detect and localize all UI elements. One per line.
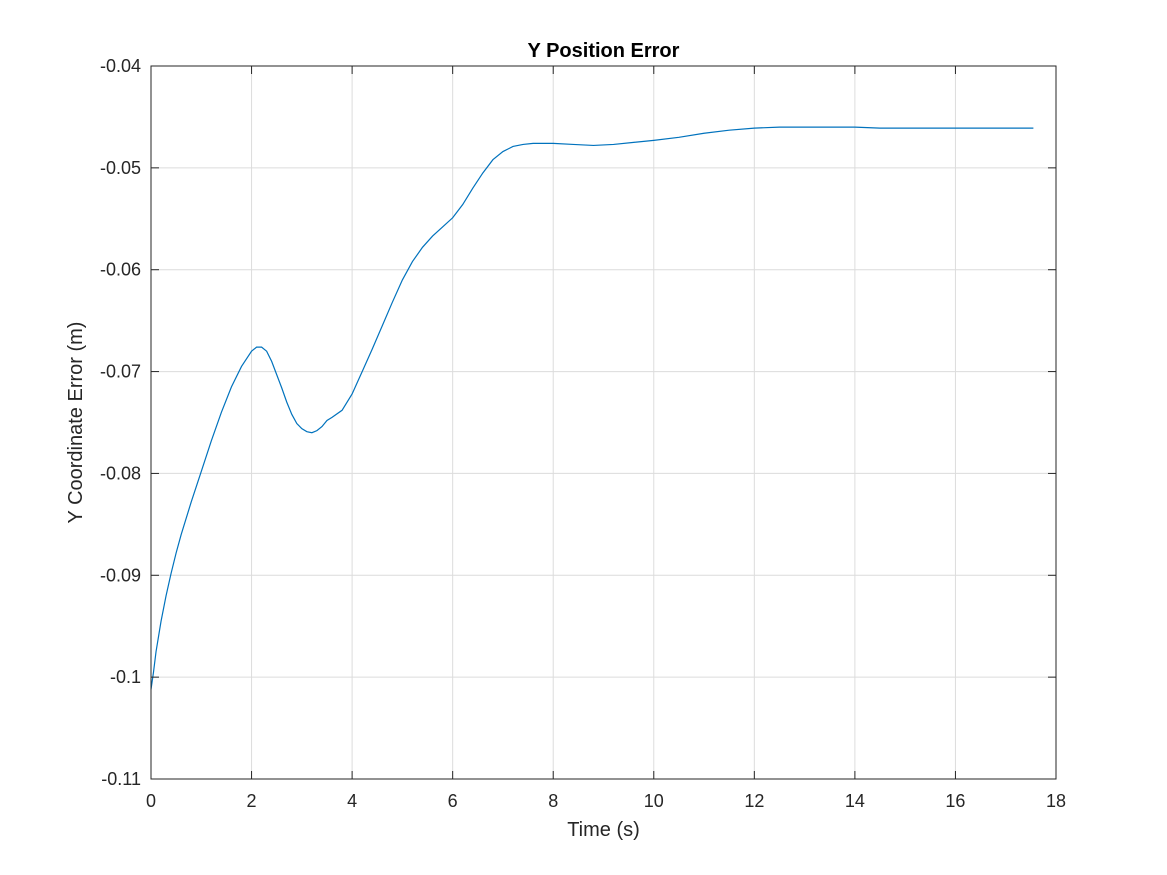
series-line	[150, 126, 1034, 690]
x-tick-label: 10	[644, 791, 664, 811]
tick-labels: 0 2 4 6 8 10 12 14 16 18 -0.11 -0.1 -0.09 -0.08 -0.07 -…	[100, 56, 1066, 811]
y-tick-label: -0.04	[100, 56, 141, 76]
x-tick-label: 4	[347, 791, 357, 811]
y-tick-label: -0.09	[100, 565, 141, 585]
x-tick-label: 2	[247, 791, 257, 811]
y-axis-label: Y Coordinate Error (m)	[65, 322, 87, 524]
x-tick-label: 16	[945, 791, 965, 811]
y-tick-label: -0.07	[100, 362, 141, 382]
y-tick-label: -0.06	[100, 260, 141, 280]
plot-area	[151, 66, 1056, 779]
chart-title: Y Position Error	[528, 40, 680, 62]
x-axis-label: Time (s)	[567, 819, 640, 841]
x-tick-label: 18	[1046, 791, 1066, 811]
ticks	[150, 65, 1057, 780]
y-tick-label: -0.11	[101, 769, 141, 789]
x-tick-label: 0	[146, 791, 156, 811]
y-tick-label: -0.1	[110, 667, 141, 687]
axes-box	[150, 65, 1057, 780]
x-tick-label: 12	[744, 791, 764, 811]
y-tick-label: -0.08	[100, 463, 141, 483]
x-tick-label: 14	[845, 791, 865, 811]
y-tick-label: -0.05	[100, 158, 141, 178]
x-tick-label: 8	[548, 791, 558, 811]
series-layer	[150, 126, 1034, 690]
x-tick-label: 6	[448, 791, 458, 811]
